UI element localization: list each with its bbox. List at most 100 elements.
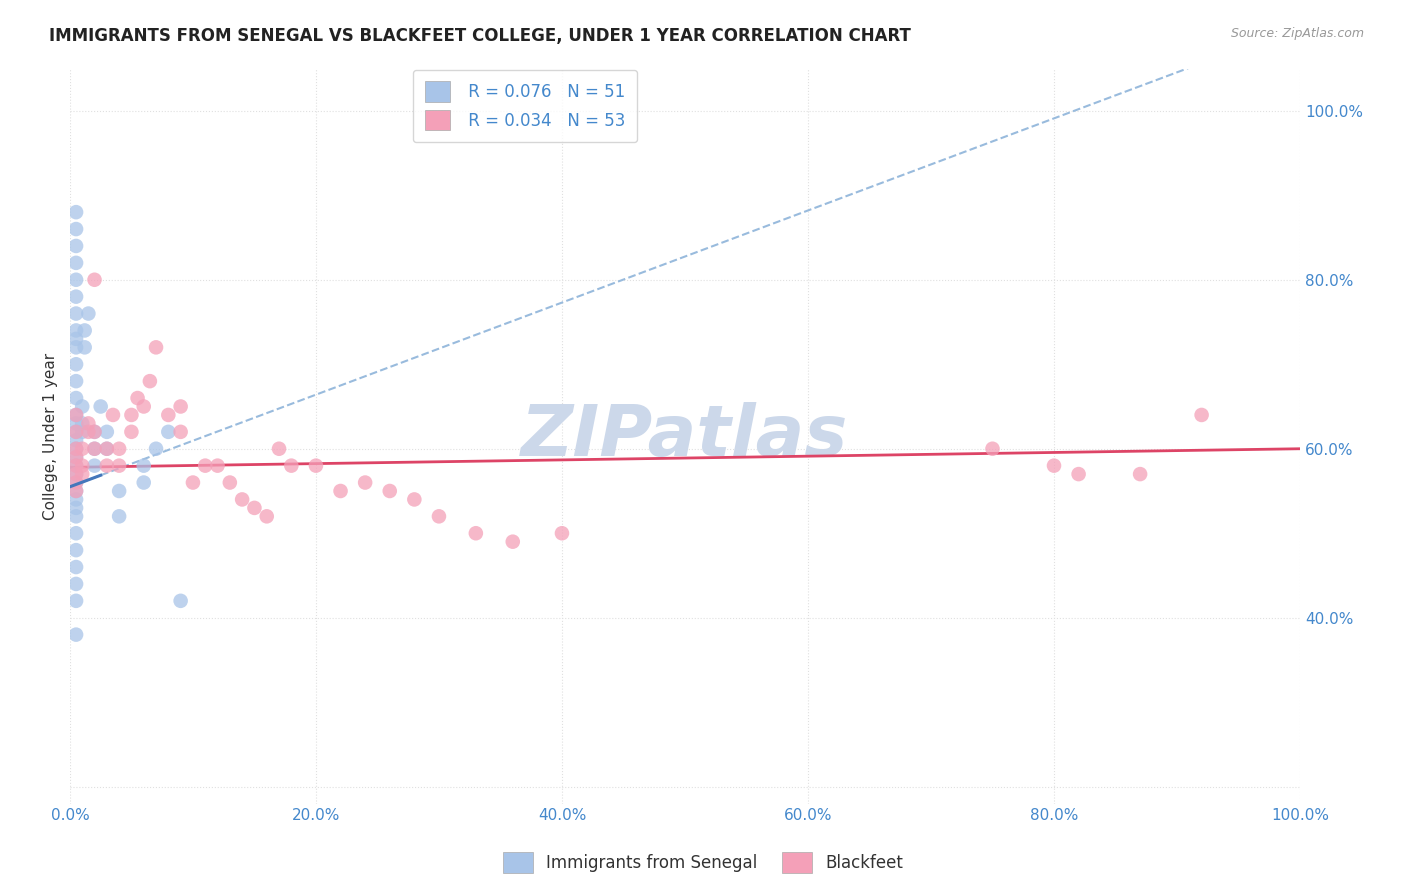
Point (65, 458, 87, 473)
Point (267, 442, 290, 456)
Legend:  R = 0.076   N = 51,  R = 0.034   N = 53: R = 0.076 N = 51, R = 0.034 N = 53 (413, 70, 637, 142)
Point (65, 594, 87, 608)
Point (70, 467, 93, 481)
Point (280, 458, 302, 473)
Point (65, 627, 87, 641)
Point (169, 425, 191, 439)
Point (65, 543, 87, 558)
Point (194, 458, 217, 473)
Point (65, 492, 87, 507)
Point (65, 442, 87, 456)
Point (70, 442, 93, 456)
Point (70, 425, 93, 439)
Point (551, 526, 574, 541)
Point (70, 400, 93, 414)
Point (981, 442, 1004, 456)
Point (1191, 408, 1213, 422)
Point (65, 273, 87, 287)
Y-axis label: College, Under 1 year: College, Under 1 year (44, 352, 58, 520)
Point (65, 434, 87, 448)
Point (65, 256, 87, 270)
Point (70, 458, 93, 473)
Point (65, 483, 87, 498)
Point (65, 307, 87, 321)
Point (73, 323, 96, 337)
Text: ZIPatlas: ZIPatlas (522, 401, 849, 471)
Point (65, 408, 87, 422)
Point (83, 442, 105, 456)
Point (101, 408, 124, 422)
Point (65, 425, 87, 439)
Point (65, 391, 87, 405)
Point (427, 509, 450, 524)
Point (157, 425, 180, 439)
Point (65, 560, 87, 574)
Point (65, 526, 87, 541)
Point (65, 450, 87, 465)
Point (65, 374, 87, 388)
Point (65, 425, 87, 439)
Point (65, 500, 87, 515)
Point (108, 509, 131, 524)
Point (139, 374, 162, 388)
Point (1043, 458, 1066, 473)
Point (464, 526, 486, 541)
Point (73, 340, 96, 354)
Point (169, 594, 191, 608)
Point (1067, 467, 1090, 481)
Point (378, 483, 401, 498)
Point (145, 442, 167, 456)
Point (65, 577, 87, 591)
Point (83, 425, 105, 439)
Point (83, 273, 105, 287)
Point (404, 492, 426, 507)
Point (132, 400, 155, 414)
Point (65, 408, 87, 422)
Point (108, 458, 131, 473)
Point (70, 417, 93, 431)
Point (65, 442, 87, 456)
Point (157, 408, 180, 422)
Point (65, 205, 87, 219)
Point (120, 408, 142, 422)
Point (65, 290, 87, 304)
Point (108, 483, 131, 498)
Point (65, 357, 87, 371)
Point (65, 458, 87, 473)
Point (181, 475, 204, 490)
Point (96, 442, 118, 456)
Point (96, 442, 118, 456)
Point (65, 417, 87, 431)
Point (65, 475, 87, 490)
Text: IMMIGRANTS FROM SENEGAL VS BLACKFEET COLLEGE, UNDER 1 YEAR CORRELATION CHART: IMMIGRANTS FROM SENEGAL VS BLACKFEET COL… (49, 27, 911, 45)
Point (329, 483, 352, 498)
Legend: Immigrants from Senegal, Blackfeet: Immigrants from Senegal, Blackfeet (496, 846, 910, 880)
Point (83, 458, 105, 473)
Point (65, 475, 87, 490)
Point (305, 458, 328, 473)
Point (169, 400, 191, 414)
Point (90, 400, 112, 414)
Point (65, 467, 87, 481)
Point (256, 509, 278, 524)
Point (83, 425, 105, 439)
Point (77, 417, 100, 431)
Point (77, 307, 100, 321)
Point (65, 509, 87, 524)
Point (120, 425, 142, 439)
Point (77, 425, 100, 439)
Point (243, 500, 266, 515)
Point (65, 239, 87, 253)
Point (132, 458, 155, 473)
Point (127, 391, 149, 405)
Point (354, 475, 377, 490)
Point (1129, 467, 1152, 481)
Point (65, 332, 87, 346)
Point (65, 222, 87, 236)
Point (96, 425, 118, 439)
Point (65, 450, 87, 465)
Point (145, 340, 167, 354)
Point (132, 475, 155, 490)
Point (83, 442, 105, 456)
Point (96, 458, 118, 473)
